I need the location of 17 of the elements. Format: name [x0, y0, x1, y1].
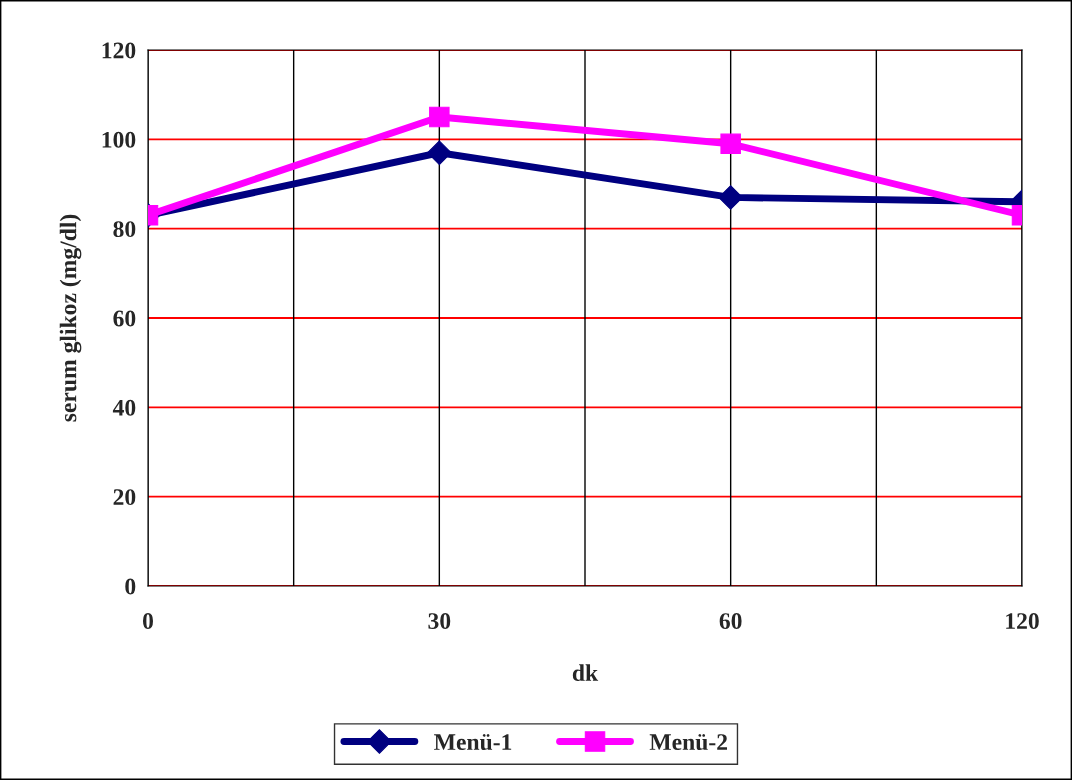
point — [718, 185, 743, 210]
legend-label: Menü-2 — [649, 734, 728, 751]
y-tick-label: 40 — [112, 399, 136, 416]
x-tick-label: 30 — [428, 613, 451, 630]
y-axis-title: serum glikoz (mg/dl) — [59, 214, 82, 422]
y-tick-label: 80 — [113, 221, 136, 238]
x-tick-label: 60 — [719, 613, 742, 630]
point — [427, 140, 452, 166]
y-tick-label: 20 — [113, 489, 136, 506]
x-tick-label: 0 — [143, 613, 153, 630]
x-axis-title: dk — [572, 664, 599, 681]
legend-label: Menü-1 — [434, 734, 512, 751]
y-tick-label: 120 — [102, 42, 136, 59]
x-tick-label: 120 — [1006, 613, 1039, 630]
y-tick-label: 60 — [113, 310, 136, 327]
y-tick-label: 0 — [125, 578, 136, 595]
y-tick-label: 100 — [102, 131, 136, 148]
